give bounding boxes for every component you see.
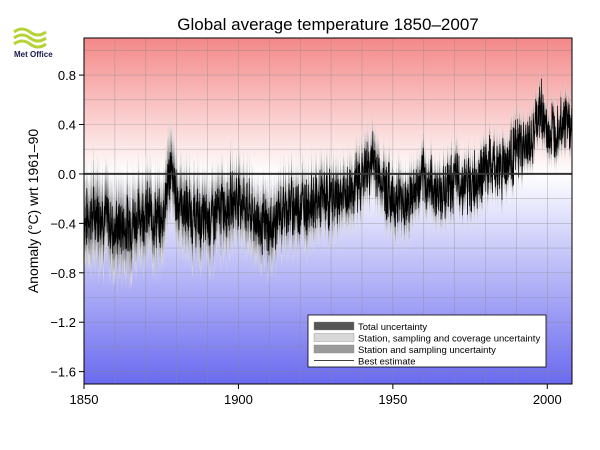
legend-label: Station and sampling uncertainty xyxy=(358,345,496,356)
legend-swatch-coverage xyxy=(313,333,355,342)
best-estimate-line xyxy=(84,78,572,256)
legend-label: Total uncertainty xyxy=(358,322,427,333)
legend-swatch-sampling xyxy=(313,344,355,354)
plot-frame xyxy=(83,37,573,385)
x-tick-label: 1950 xyxy=(378,392,407,407)
legend-label: Station, sampling and coverage uncertain… xyxy=(358,334,540,345)
y-axis-label: Anomaly (°C) wrt 1961–90 xyxy=(25,129,41,294)
y-tick-label: −1.2 xyxy=(50,315,76,330)
x-tick-label: 1850 xyxy=(70,392,99,407)
y-tick-label: −0.8 xyxy=(50,266,76,281)
y-tick-label: 0.0 xyxy=(58,167,76,182)
y-tick-label: 0.8 xyxy=(58,68,76,83)
logo-text: Met Office xyxy=(14,50,53,59)
x-tick-label: 2000 xyxy=(533,392,562,407)
coverage-uncertainty-band xyxy=(84,60,572,295)
chart-title: Global average temperature 1850–2007 xyxy=(177,15,479,34)
y-tick-label: −1.6 xyxy=(50,365,76,380)
legend-label: Best estimate xyxy=(358,357,416,368)
legend-swatch-total xyxy=(313,321,355,331)
met-office-logo-icon xyxy=(12,24,52,55)
y-tick-label: −0.4 xyxy=(50,216,76,231)
y-tick-label: 0.4 xyxy=(58,118,76,133)
x-tick-label: 1900 xyxy=(224,392,253,407)
